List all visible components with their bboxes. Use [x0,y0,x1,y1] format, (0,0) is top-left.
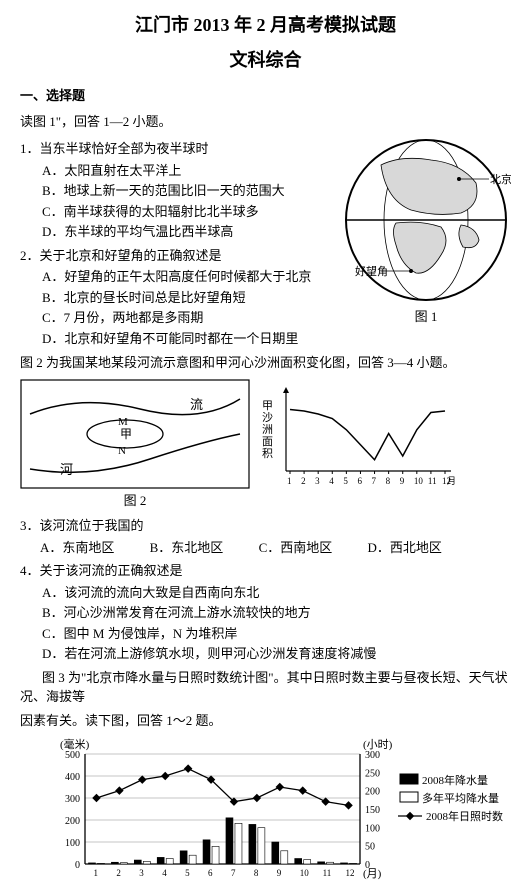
svg-text:5: 5 [185,868,190,878]
svg-text:1: 1 [287,476,292,486]
q3-stem: 3．该河流位于我国的 [20,516,511,536]
svg-text:200: 200 [65,816,80,827]
section-heading: 一、选择题 [20,86,511,106]
fig1-label-beijing: 北京 [490,172,511,186]
fig2-label-flow: 流 [190,397,203,412]
q3-opts: A．东南地区 B．东北地区 C．西南地区 D．西北地区 [40,538,511,558]
svg-text:3: 3 [139,868,144,878]
svg-text:2: 2 [301,476,306,486]
fig2-river: M 甲 N 流 河 [20,379,250,489]
q1-opt-b: B．地球上新一天的范围比旧一天的范围大 [42,181,333,201]
fig3-left-unit: (毫米) [60,737,90,751]
instruction-2: 图 2 为我国某地某段河流示意图和甲河心沙洲面积变化图，回答 3—4 小题。 [20,353,511,373]
q3-opt-d: D．西北地区 [367,538,441,558]
q3-opt-a: A．东南地区 [40,538,114,558]
svg-text:400: 400 [65,772,80,783]
fig2-label-riv: 河 [60,462,73,477]
q1-opt-a: A．太阳直射在太平洋上 [42,161,333,181]
svg-text:11: 11 [323,868,332,878]
fig2-ylabel-1: 甲 [262,400,273,412]
svg-text:3: 3 [315,476,320,486]
fig1-label: 图 1 [341,307,511,327]
fig3-chart: (毫米) (小时) (月) 0100200300400500 050100150… [30,734,520,884]
q1-opt-d: D．东半球的平均气温比西半球高 [42,222,333,242]
svg-text:500: 500 [65,750,80,761]
q1q2-and-fig1: 1．当东半球恰好全部为夜半球时 A．太阳直射在太平洋上 B．地球上新一天的范围比… [20,135,511,349]
instruction-3b: 因素有关。读下图，回答 1～2 题。 [20,711,511,731]
q3-opt-c: C．西南地区 [259,538,333,558]
q1-opt-c: C．南半球获得的太阳辐射比北半球多 [42,202,333,222]
q1-stem: 1．当东半球恰好全部为夜半球时 [20,139,333,159]
svg-text:11: 11 [428,476,437,486]
svg-text:6: 6 [357,476,362,486]
svg-text:10: 10 [300,868,310,878]
q3-opt-b: B．东北地区 [150,538,224,558]
fig3-leg1: 2008年降水量 [422,773,488,787]
q4-opt-c: C．图中 M 为侵蚀岸，N 为堆积岸 [42,624,511,644]
instruction-3a: 图 3 为"北京市降水量与日照时数统计图"。其中日照时数主要与昼夜长短、天气状况… [20,668,511,707]
svg-text:100: 100 [65,838,80,849]
fig2-label: 图 2 [20,491,250,511]
fig2-label-N: N [118,445,126,457]
svg-text:8: 8 [254,868,259,878]
q2-stem: 2．关于北京和好望角的正确叙述是 [20,246,333,266]
instruction-1: 读图 1"，回答 1—2 小题。 [20,112,511,132]
svg-text:4: 4 [329,476,334,486]
svg-text:1: 1 [93,868,98,878]
svg-text:300: 300 [365,750,380,761]
title-sub: 文科综合 [20,47,511,74]
fig2-ylabel-3: 洲 [262,424,273,436]
svg-text:150: 150 [365,805,380,816]
q1q2-block: 1．当东半球恰好全部为夜半球时 A．太阳直射在太平洋上 B．地球上新一天的范围比… [20,135,333,349]
svg-text:50: 50 [365,842,375,853]
svg-text:12: 12 [346,868,355,878]
svg-text:2: 2 [116,868,121,878]
svg-text:10: 10 [414,476,424,486]
fig2-ylabel-2: 沙 [262,411,273,424]
q2-opt-a: A．好望角的正午太阳高度任何时候都大于北京 [42,267,333,287]
svg-text:100: 100 [365,823,380,834]
svg-text:9: 9 [400,476,405,486]
fig2-chart: 甲 沙 洲 面 积 123456789101112月 [256,379,456,489]
fig3-leg2: 多年平均降水量 [422,791,499,805]
svg-text:200: 200 [365,787,380,798]
svg-text:9: 9 [277,868,282,878]
fig2-label-jia: 甲 [120,427,132,441]
svg-text:4: 4 [162,868,167,878]
q4-opt-d: D．若在河流上游修筑水坝，则甲河心沙洲发育速度将减慢 [42,644,511,664]
fig1-globe: 北京 好望角 [341,135,511,305]
q4-opt-b: B．河心沙洲常发育在河流上游水流较快的地方 [42,603,511,623]
svg-text:月: 月 [447,476,456,486]
svg-text:300: 300 [65,794,80,805]
svg-text:8: 8 [386,476,391,486]
q2-opt-d: D．北京和好望角不可能同时都在一个日期里 [42,329,333,349]
fig1-wrap: 北京 好望角 图 1 [333,135,511,333]
q2-opt-b: B．北京的昼长时间总是比好望角短 [42,288,333,308]
svg-text:250: 250 [365,768,380,779]
svg-text:7: 7 [231,868,236,878]
title-main: 江门市 2013 年 2 月高考模拟试题 [20,12,511,39]
svg-text:6: 6 [208,868,213,878]
fig1-label-cape: 好望角 [355,264,388,278]
fig2-ylabel-4: 面 [262,436,273,448]
q2-opt-c: C．7 月份，两地都是多雨期 [42,308,333,328]
svg-text:0: 0 [75,860,80,871]
svg-text:0: 0 [365,860,370,871]
fig3-leg3: 2008年日照时数 [426,809,503,823]
svg-text:7: 7 [372,476,377,486]
fig2-wrap: M 甲 N 流 河 甲 沙 洲 面 积 123456789101112月 [20,379,511,489]
svg-text:5: 5 [343,476,348,486]
q4-opt-a: A．该河流的流向大致是自西南向东北 [42,583,511,603]
q4-stem: 4．关于该河流的正确叙述是 [20,561,511,581]
fig2-ylabel-5: 积 [262,447,273,460]
